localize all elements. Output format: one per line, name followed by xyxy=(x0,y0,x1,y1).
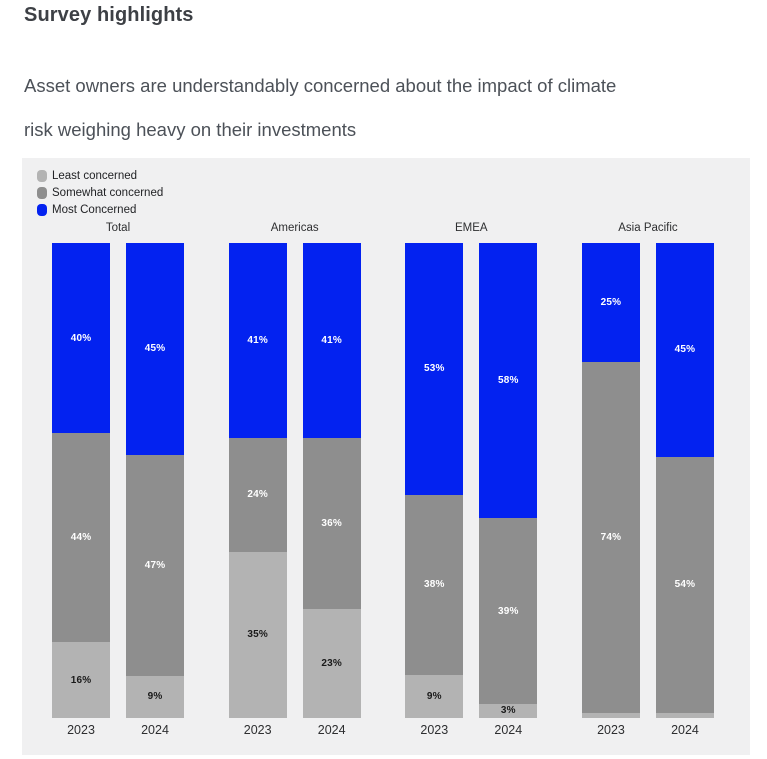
group-title-total: Total xyxy=(105,222,131,234)
segment-least-concerned-americas-2023: 35% xyxy=(228,551,287,719)
segment-value-label: 36% xyxy=(321,517,342,529)
segment-somewhat-concerned-total-2023: 44% xyxy=(52,433,110,642)
group-title-americas: Americas xyxy=(270,222,319,234)
segment-somewhat-concerned-americas-2023: 24% xyxy=(228,437,287,552)
segment-least-concerned-total-2024: 9% xyxy=(126,675,184,718)
segment-most-concerned-total-2024: 45% xyxy=(126,243,184,455)
chart-group-total: Total 40% 44% 16% 45% 47% 9% 2023 2024 xyxy=(52,222,184,737)
segment-value-label: 24% xyxy=(247,489,268,501)
year-label-americas-2024: 2024 xyxy=(317,723,346,737)
segment-most-concerned-emea-2023: 53% xyxy=(405,243,464,495)
legend-item-somewhat-concerned: Somewhat concerned xyxy=(37,186,163,200)
year-label-emea-2024: 2024 xyxy=(494,723,523,737)
years-row-total: 2023 2024 xyxy=(52,723,184,737)
year-label-emea-2023: 2023 xyxy=(420,723,449,737)
segment-value-label: 25% xyxy=(600,296,622,308)
segment-least-concerned-asia-pacific-2023 xyxy=(581,713,640,718)
year-label-asia-pacific-2024: 2024 xyxy=(671,723,699,737)
page-subtitle-line-1: Asset owners are understandably concerne… xyxy=(24,75,617,96)
legend-swatch-least-concerned xyxy=(37,170,47,182)
segment-least-concerned-emea-2023: 9% xyxy=(405,675,464,718)
bar-total-2024: 45% 47% 9% xyxy=(126,243,184,718)
bar-asia-pacific-2024: 45% 54% xyxy=(655,243,714,718)
page-subtitle-line-2: risk weighing heavy on their investments xyxy=(24,119,357,140)
year-label-americas-2023: 2023 xyxy=(243,723,272,737)
chart-group-americas: Americas 41% 24% 35% 41% 36% 23% 2023 2024 xyxy=(228,222,361,737)
segment-value-label: 38% xyxy=(424,579,445,591)
segment-value-label: 44% xyxy=(70,532,92,543)
segment-value-label: 9% xyxy=(426,691,442,703)
legend-swatch-most-concerned xyxy=(37,204,47,216)
segment-value-label: 54% xyxy=(674,579,696,591)
bars-row-total: 40% 44% 16% 45% 47% 9% xyxy=(52,243,184,718)
segment-value-label: 47% xyxy=(144,559,166,571)
chart-group-asia-pacific: Asia Pacific 25% 74% 45% 54% 2023 2024 xyxy=(581,222,714,737)
bar-total-2023: 40% 44% 16% xyxy=(52,243,110,718)
bar-emea-2024: 58% 39% 3% xyxy=(479,243,538,719)
segment-value-label: 40% xyxy=(70,332,92,344)
segment-most-concerned-americas-2023: 41% xyxy=(228,243,287,438)
segment-somewhat-concerned-total-2024: 47% xyxy=(126,454,184,676)
segment-least-concerned-emea-2024: 3% xyxy=(479,703,538,719)
segment-least-concerned-total-2023: 16% xyxy=(52,642,110,718)
group-title-asia-pacific: Asia Pacific xyxy=(618,222,678,234)
bars-row-asia-pacific: 25% 74% 45% 54% xyxy=(581,243,714,718)
legend-swatch-somewhat-concerned xyxy=(37,187,47,199)
segment-value-label: 9% xyxy=(147,691,163,703)
stacked-bar-chart: Total 40% 44% 16% 45% 47% 9% 2023 2024 Americas 41… xyxy=(22,222,750,737)
bar-asia-pacific-2023: 25% 74% xyxy=(581,243,640,718)
segment-value-label: 53% xyxy=(424,363,445,375)
chart-legend: Least concerned Somewhat concerned Most Co… xyxy=(37,169,163,217)
year-label-asia-pacific-2023: 2023 xyxy=(597,723,625,737)
legend-label-least-concerned: Least concerned xyxy=(52,170,138,182)
segment-value-label: 41% xyxy=(247,334,268,346)
segment-somewhat-concerned-asia-pacific-2023: 74% xyxy=(581,361,640,714)
year-label-total-2023: 2023 xyxy=(67,723,95,737)
segment-value-label: 45% xyxy=(674,344,696,356)
segment-somewhat-concerned-asia-pacific-2024: 54% xyxy=(655,456,714,714)
segment-value-label: 41% xyxy=(321,334,342,346)
bar-emea-2023: 53% 38% 9% xyxy=(405,243,464,718)
segment-most-concerned-total-2023: 40% xyxy=(52,243,110,433)
segment-value-label: 39% xyxy=(498,605,519,617)
chart-panel: Least concerned Somewhat concerned Most Co… xyxy=(22,158,750,755)
segment-least-concerned-americas-2024: 23% xyxy=(302,608,361,719)
segment-most-concerned-emea-2024: 58% xyxy=(479,243,538,519)
segment-most-concerned-americas-2024: 41% xyxy=(302,243,361,438)
bar-americas-2023: 41% 24% 35% xyxy=(228,243,287,719)
segment-most-concerned-asia-pacific-2023: 25% xyxy=(581,243,640,362)
legend-label-somewhat-concerned: Somewhat concerned xyxy=(52,187,164,199)
segment-value-label: 35% xyxy=(247,629,268,641)
segment-somewhat-concerned-emea-2024: 39% xyxy=(479,518,538,704)
legend-label-most-concerned: Most Concerned xyxy=(52,204,137,216)
years-row-asia-pacific: 2023 2024 xyxy=(582,723,714,737)
segment-value-label: 16% xyxy=(70,674,92,686)
segment-value-label: 3% xyxy=(500,705,516,717)
segment-value-label: 74% xyxy=(600,531,622,543)
segment-most-concerned-asia-pacific-2024: 45% xyxy=(655,243,714,457)
segment-somewhat-concerned-emea-2023: 38% xyxy=(405,494,464,676)
segment-somewhat-concerned-americas-2024: 36% xyxy=(302,437,361,609)
page-subtitle: Asset owners are understandably concerne… xyxy=(24,64,744,152)
chart-group-emea: EMEA 53% 38% 9% 58% 39% 3% 2023 2024 xyxy=(405,222,538,737)
bars-row-americas: 41% 24% 35% 41% 36% 23% xyxy=(228,243,361,719)
segment-least-concerned-asia-pacific-2024 xyxy=(655,713,714,718)
year-label-total-2024: 2024 xyxy=(141,723,169,737)
segment-value-label: 45% xyxy=(144,343,166,355)
years-row-emea: 2023 2024 xyxy=(405,723,537,737)
bar-americas-2024: 41% 36% 23% xyxy=(302,243,361,719)
page-title: Survey highlights xyxy=(24,4,194,26)
bars-row-emea: 53% 38% 9% 58% 39% 3% xyxy=(405,243,538,719)
legend-item-most-concerned: Most Concerned xyxy=(37,203,163,217)
years-row-americas: 2023 2024 xyxy=(229,723,361,737)
segment-value-label: 23% xyxy=(321,657,342,669)
group-title-emea: EMEA xyxy=(455,222,488,234)
legend-item-least-concerned: Least concerned xyxy=(37,169,163,183)
segment-value-label: 58% xyxy=(498,375,519,387)
